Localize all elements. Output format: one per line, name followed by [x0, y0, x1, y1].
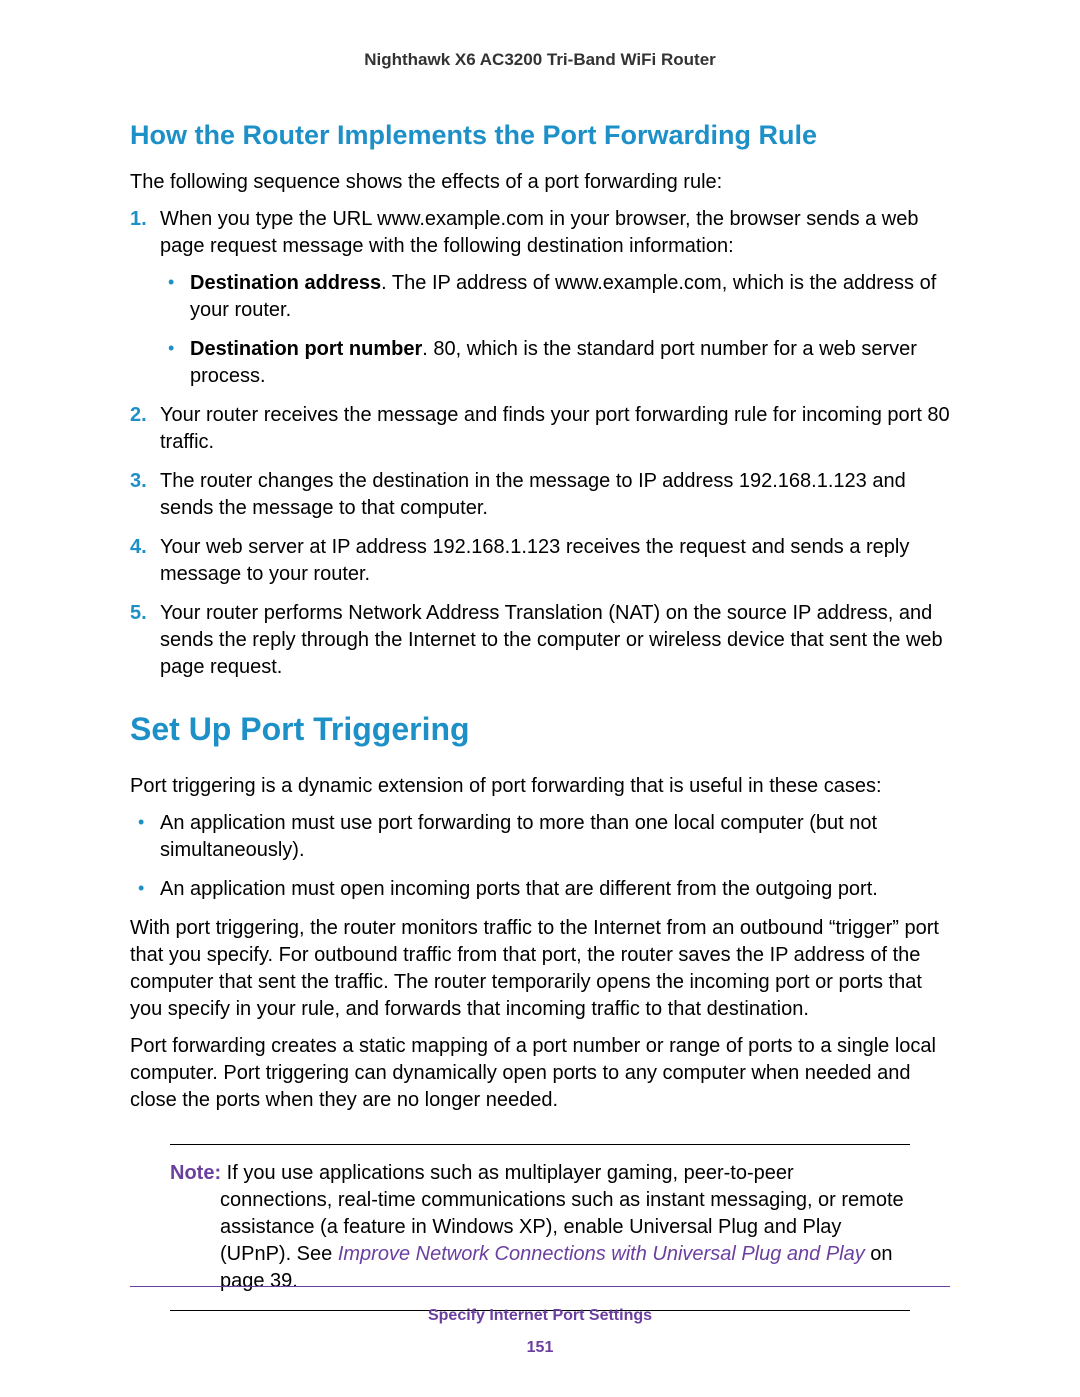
section-port-forwarding-rule: How the Router Implements the Port Forwa… [130, 120, 950, 681]
step-2: Your router receives the message and fin… [130, 402, 950, 456]
section-heading: How the Router Implements the Port Forwa… [130, 120, 950, 151]
note-body: Note: If you use applications such as mu… [170, 1160, 910, 1295]
section-port-triggering: Set Up Port Triggering Port triggering i… [130, 711, 950, 1114]
sub-bullet-label: Destination address [190, 272, 381, 294]
intro-text: The following sequence shows the effects… [130, 169, 950, 196]
sub-bullet-dest-port: Destination port number. 80, which is th… [160, 336, 950, 390]
footer-divider [130, 1286, 950, 1287]
paragraph: With port triggering, the router monitor… [130, 915, 950, 1023]
numbered-steps: When you type the URL www.example.com in… [130, 206, 950, 681]
step-3: The router changes the destination in th… [130, 468, 950, 522]
sub-bullet-label: Destination port number [190, 338, 422, 360]
note-label: Note: [170, 1162, 221, 1184]
page-header: Nighthawk X6 AC3200 Tri-Band WiFi Router [130, 50, 950, 70]
step-4: Your web server at IP address 192.168.1.… [130, 534, 950, 588]
step-1-text: When you type the URL www.example.com in… [160, 208, 919, 257]
page-number: 151 [130, 1339, 950, 1357]
note-divider-top [170, 1144, 910, 1145]
paragraph: Port forwarding creates a static mapping… [130, 1033, 950, 1114]
bullet-list: An application must use port forwarding … [130, 810, 950, 903]
bullet-1: An application must use port forwarding … [130, 810, 950, 864]
note-link[interactable]: Improve Network Connections with Univers… [338, 1243, 865, 1265]
page-footer: Specify Internet Port Settings 151 [130, 1286, 950, 1357]
intro-text: Port triggering is a dynamic extension o… [130, 773, 950, 800]
step-1-sublist: Destination address. The IP address of w… [160, 270, 950, 390]
step-1: When you type the URL www.example.com in… [130, 206, 950, 390]
main-heading: Set Up Port Triggering [130, 711, 950, 748]
footer-title: Specify Internet Port Settings [130, 1307, 950, 1325]
step-5: Your router performs Network Address Tra… [130, 600, 950, 681]
sub-bullet-dest-address: Destination address. The IP address of w… [160, 270, 950, 324]
bullet-2: An application must open incoming ports … [130, 876, 950, 903]
